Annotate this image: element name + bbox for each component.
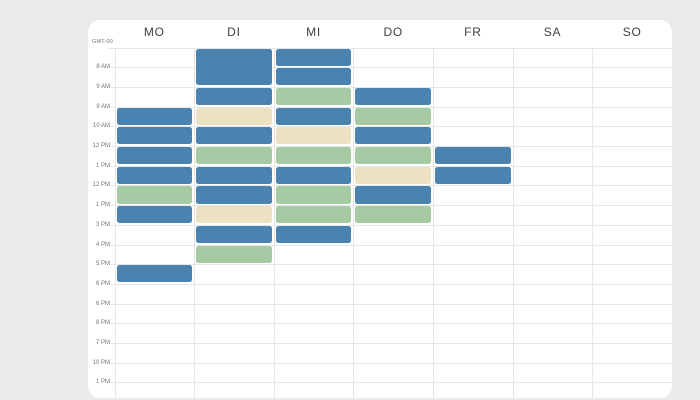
day-header-mi[interactable]: MI xyxy=(306,25,322,39)
event-block-di-row3[interactable] xyxy=(196,87,272,106)
time-label: 7 PM xyxy=(95,340,110,346)
time-label: 5 PM xyxy=(95,261,110,268)
event-block-do-row9[interactable] xyxy=(355,206,432,224)
day-header-di[interactable]: DI xyxy=(227,25,241,39)
grid-line-h xyxy=(108,382,672,384)
grid-line-h xyxy=(108,47,672,49)
grid-line-v xyxy=(512,47,514,398)
grid-line-v xyxy=(273,47,275,398)
day-header-mo[interactable]: MO xyxy=(143,25,165,39)
event-block-di-row8[interactable] xyxy=(196,186,272,204)
event-block-do-row3[interactable] xyxy=(355,87,432,106)
grid-line-v xyxy=(592,47,594,398)
event-block-do-row4[interactable] xyxy=(355,107,432,125)
event-block-mi-row2[interactable] xyxy=(275,68,352,86)
day-header-so[interactable]: SO xyxy=(622,25,642,39)
event-block-mi-row10[interactable] xyxy=(275,225,352,243)
event-block-mo-row12[interactable] xyxy=(116,265,193,283)
event-block-fr-row7[interactable] xyxy=(435,166,511,184)
grid-line-h xyxy=(108,165,672,167)
event-block-mo-row6[interactable] xyxy=(116,147,193,165)
time-label: 1 PM xyxy=(95,162,110,169)
event-block-do-row7[interactable] xyxy=(355,166,432,184)
event-block-do-row6[interactable] xyxy=(355,147,432,165)
time-label: 10 PM xyxy=(92,359,110,366)
event-block-di-row4[interactable] xyxy=(196,107,272,125)
event-block-di-row7[interactable] xyxy=(196,166,272,184)
grid-line-h xyxy=(108,205,672,207)
time-label: 4 PM xyxy=(95,241,110,248)
event-block-di-row11[interactable] xyxy=(196,245,272,263)
grid-line-v xyxy=(194,47,196,398)
event-block-mi-row4[interactable] xyxy=(275,107,352,125)
event-block-mo-row5[interactable] xyxy=(116,127,193,145)
grid-line-h xyxy=(108,224,672,226)
event-block-mi-row1[interactable] xyxy=(275,48,352,66)
calendar-card: GMT-00 MO DI MI DO FR SA SO 8 AM 9 AM 9 AM 10 AM 1… xyxy=(88,20,672,398)
event-block-mo-row9[interactable] xyxy=(116,206,193,224)
event-block-di-row5[interactable] xyxy=(196,127,272,145)
time-label: 12 PM xyxy=(92,182,110,189)
time-label: 1 PM xyxy=(95,379,110,386)
day-header-do[interactable]: DO xyxy=(383,25,404,39)
event-block-mi-row8[interactable] xyxy=(275,186,352,204)
grid-line-v xyxy=(353,47,355,398)
event-block-do-row5[interactable] xyxy=(355,127,432,145)
event-block-mo-row8[interactable] xyxy=(116,186,193,204)
grid-line-h xyxy=(108,303,672,305)
event-block-mi-row5[interactable] xyxy=(275,127,352,145)
time-label: 8 AM xyxy=(96,64,110,71)
time-label: 8 PM xyxy=(95,320,110,327)
grid-line-h xyxy=(108,362,672,364)
grid-line-h xyxy=(108,67,672,69)
event-block-di-row6[interactable] xyxy=(196,147,272,165)
event-block-di-row9[interactable] xyxy=(196,206,272,224)
event-block-fr-row6[interactable] xyxy=(435,147,511,165)
grid-line-h xyxy=(108,86,672,88)
grid-line-h xyxy=(108,185,672,187)
grid-line-h xyxy=(108,323,672,325)
grid-line-h xyxy=(108,283,672,285)
time-label: 9 AM xyxy=(96,83,110,90)
timezone-label: GMT-00 xyxy=(92,39,114,45)
time-label: 3 PM xyxy=(95,221,110,228)
time-label: 9 AM xyxy=(96,103,110,110)
event-block-mo-row7[interactable] xyxy=(116,166,193,184)
event-block-mo-row4[interactable] xyxy=(116,107,193,125)
time-label: 12 PM xyxy=(92,143,110,149)
time-label: 6 PM xyxy=(95,280,110,287)
event-block-mi-row3[interactable] xyxy=(275,87,352,106)
grid-line-h xyxy=(108,146,672,147)
grid-line-h xyxy=(108,244,672,246)
event-block-mi-row9[interactable] xyxy=(275,206,352,224)
time-label: 1 PM xyxy=(95,202,110,209)
grid-line-h xyxy=(108,106,672,108)
grid-line-h xyxy=(108,343,672,344)
event-block-mi-row6[interactable] xyxy=(275,147,352,165)
event-block-do-row8[interactable] xyxy=(355,186,432,204)
time-label: 6 PM xyxy=(95,300,110,307)
day-header-sa[interactable]: SA xyxy=(543,25,562,39)
grid-line-h xyxy=(108,126,672,128)
event-block-mi-row7[interactable] xyxy=(275,166,352,184)
grid-line-v xyxy=(433,47,435,398)
time-label: 10 AM xyxy=(92,123,110,130)
day-header-fr[interactable]: FR xyxy=(464,25,482,39)
event-block-di-row1[interactable] xyxy=(196,48,272,86)
event-block-di-row10[interactable] xyxy=(196,225,272,243)
grid-line-h xyxy=(108,264,672,266)
grid-line-v xyxy=(114,47,116,398)
